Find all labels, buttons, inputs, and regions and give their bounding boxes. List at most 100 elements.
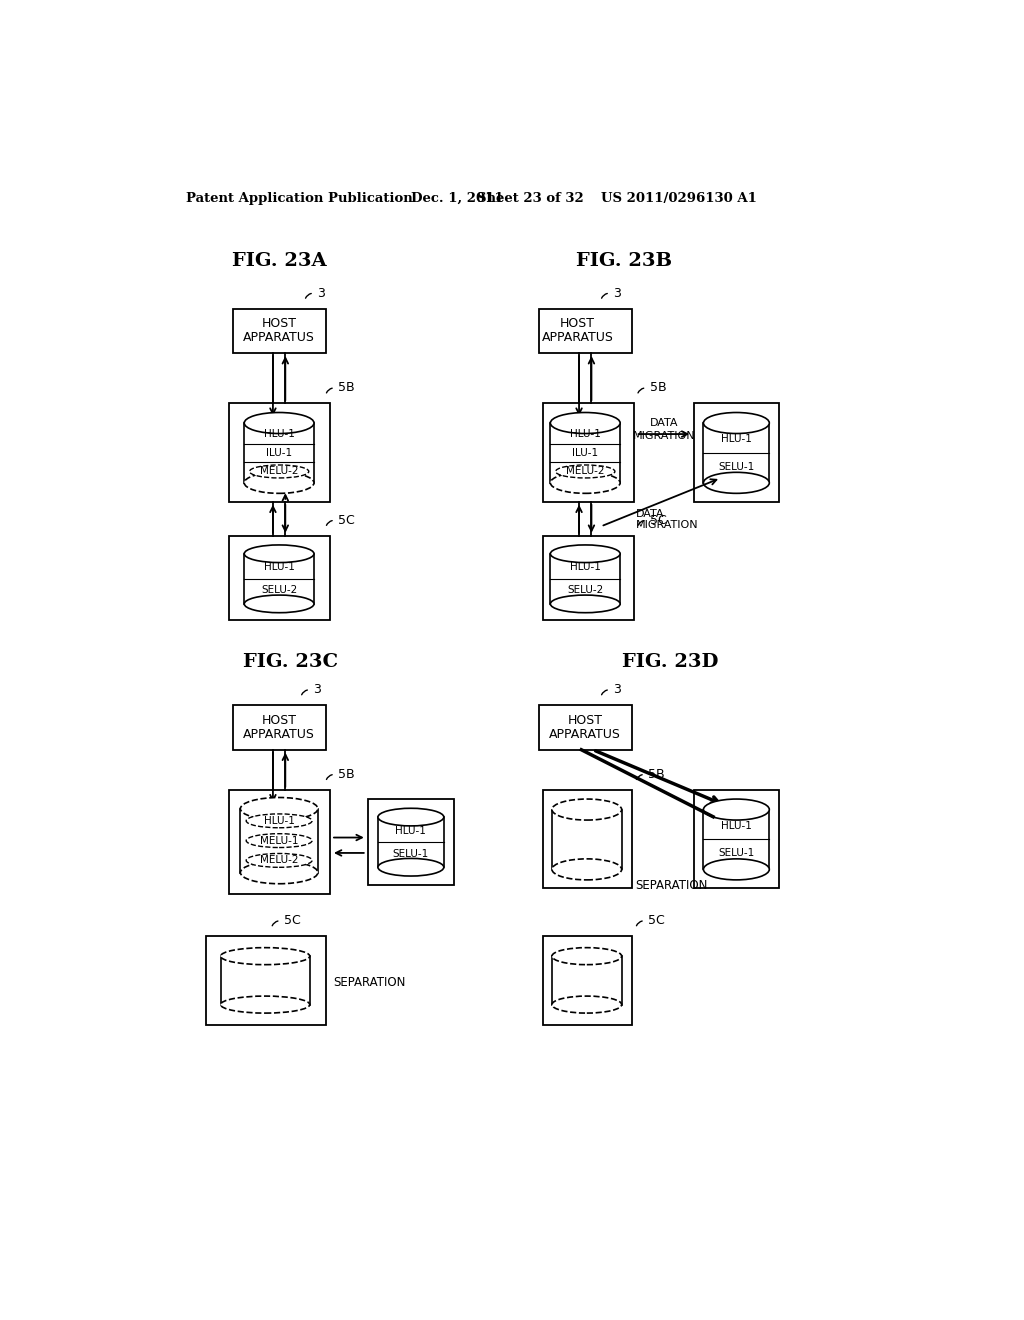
Text: SELU-2: SELU-2 — [261, 586, 297, 595]
Ellipse shape — [241, 797, 317, 820]
Ellipse shape — [550, 595, 621, 612]
Text: FIG. 23D: FIG. 23D — [623, 652, 719, 671]
Ellipse shape — [245, 473, 314, 494]
Text: 5C: 5C — [338, 513, 354, 527]
FancyBboxPatch shape — [552, 809, 622, 870]
Text: MIGRATION: MIGRATION — [633, 430, 695, 441]
Text: 5B: 5B — [649, 381, 667, 395]
Ellipse shape — [220, 948, 309, 965]
Ellipse shape — [245, 595, 314, 612]
Text: MELU-2: MELU-2 — [260, 466, 298, 477]
Text: SELU-2: SELU-2 — [567, 586, 603, 595]
FancyBboxPatch shape — [693, 789, 779, 888]
Text: Patent Application Publication: Patent Application Publication — [186, 191, 413, 205]
Text: Sheet 23 of 32: Sheet 23 of 32 — [477, 191, 584, 205]
FancyBboxPatch shape — [543, 536, 634, 620]
FancyBboxPatch shape — [228, 789, 330, 894]
FancyBboxPatch shape — [543, 789, 632, 888]
FancyBboxPatch shape — [543, 936, 632, 1024]
FancyBboxPatch shape — [228, 404, 330, 502]
Ellipse shape — [552, 799, 622, 820]
Ellipse shape — [552, 859, 622, 880]
FancyBboxPatch shape — [245, 422, 314, 483]
Text: DATA: DATA — [636, 510, 665, 519]
FancyBboxPatch shape — [543, 404, 634, 502]
Text: HOST: HOST — [560, 317, 595, 330]
Text: MIGRATION: MIGRATION — [636, 520, 698, 529]
FancyBboxPatch shape — [232, 705, 326, 750]
Ellipse shape — [378, 858, 443, 876]
Text: 5C: 5C — [284, 915, 300, 927]
Text: 3: 3 — [313, 684, 322, 696]
Text: 5C: 5C — [649, 513, 667, 527]
Ellipse shape — [556, 465, 614, 478]
Text: FIG. 23B: FIG. 23B — [575, 252, 672, 271]
FancyBboxPatch shape — [241, 809, 317, 873]
Ellipse shape — [552, 997, 622, 1014]
Text: 5B: 5B — [338, 768, 354, 781]
Text: APPARATUS: APPARATUS — [243, 727, 315, 741]
Ellipse shape — [246, 814, 312, 828]
FancyBboxPatch shape — [232, 309, 326, 354]
Text: HLU-1: HLU-1 — [264, 562, 295, 572]
FancyBboxPatch shape — [693, 404, 779, 502]
Text: APPARATUS: APPARATUS — [549, 727, 622, 741]
FancyBboxPatch shape — [220, 956, 309, 1005]
Text: 5B: 5B — [648, 768, 665, 781]
Text: SEPARATION: SEPARATION — [636, 879, 708, 892]
Ellipse shape — [246, 854, 312, 867]
Text: HLU-1: HLU-1 — [395, 825, 426, 836]
Text: 5B: 5B — [338, 381, 354, 395]
Text: SELU-1: SELU-1 — [718, 462, 755, 471]
Text: HOST: HOST — [261, 714, 297, 727]
Text: MELU-2: MELU-2 — [260, 855, 298, 866]
FancyBboxPatch shape — [369, 799, 454, 886]
Text: 3: 3 — [613, 684, 621, 696]
FancyBboxPatch shape — [539, 309, 632, 354]
FancyBboxPatch shape — [539, 705, 632, 750]
Text: HLU-1: HLU-1 — [721, 821, 752, 830]
FancyBboxPatch shape — [703, 809, 769, 870]
FancyBboxPatch shape — [550, 554, 621, 603]
Text: HLU-1: HLU-1 — [264, 429, 295, 440]
FancyBboxPatch shape — [378, 817, 443, 867]
Text: MELU-1: MELU-1 — [260, 836, 298, 846]
Text: Dec. 1, 2011: Dec. 1, 2011 — [411, 191, 504, 205]
FancyBboxPatch shape — [228, 536, 330, 620]
Ellipse shape — [703, 412, 769, 433]
FancyBboxPatch shape — [245, 554, 314, 603]
Text: SEPARATION: SEPARATION — [334, 975, 406, 989]
Text: 5C: 5C — [648, 915, 665, 927]
Ellipse shape — [550, 412, 621, 433]
Text: 3: 3 — [317, 286, 325, 300]
Text: ILU-1: ILU-1 — [266, 447, 292, 458]
Ellipse shape — [703, 799, 769, 820]
Ellipse shape — [550, 545, 621, 562]
Text: HLU-1: HLU-1 — [721, 434, 752, 444]
Text: SELU-1: SELU-1 — [718, 849, 755, 858]
Text: HLU-1: HLU-1 — [264, 816, 295, 826]
Text: FIG. 23A: FIG. 23A — [231, 252, 327, 271]
Ellipse shape — [245, 412, 314, 433]
Ellipse shape — [552, 948, 622, 965]
Text: HOST: HOST — [567, 714, 603, 727]
Text: HLU-1: HLU-1 — [569, 429, 601, 440]
Text: ILU-1: ILU-1 — [572, 447, 598, 458]
Text: DATA: DATA — [649, 418, 678, 428]
Ellipse shape — [246, 834, 312, 847]
Ellipse shape — [245, 545, 314, 562]
Text: APPARATUS: APPARATUS — [243, 331, 315, 345]
Ellipse shape — [703, 473, 769, 494]
Ellipse shape — [220, 997, 309, 1014]
Text: US 2011/0296130 A1: US 2011/0296130 A1 — [601, 191, 757, 205]
FancyBboxPatch shape — [550, 422, 621, 483]
Text: MELU-2: MELU-2 — [566, 466, 604, 477]
FancyBboxPatch shape — [206, 936, 326, 1024]
Text: SELU-1: SELU-1 — [393, 849, 429, 859]
Text: HLU-1: HLU-1 — [569, 562, 601, 572]
Text: HOST: HOST — [261, 317, 297, 330]
Text: APPARATUS: APPARATUS — [542, 331, 613, 345]
FancyBboxPatch shape — [552, 956, 622, 1005]
Ellipse shape — [550, 473, 621, 494]
Ellipse shape — [703, 859, 769, 880]
